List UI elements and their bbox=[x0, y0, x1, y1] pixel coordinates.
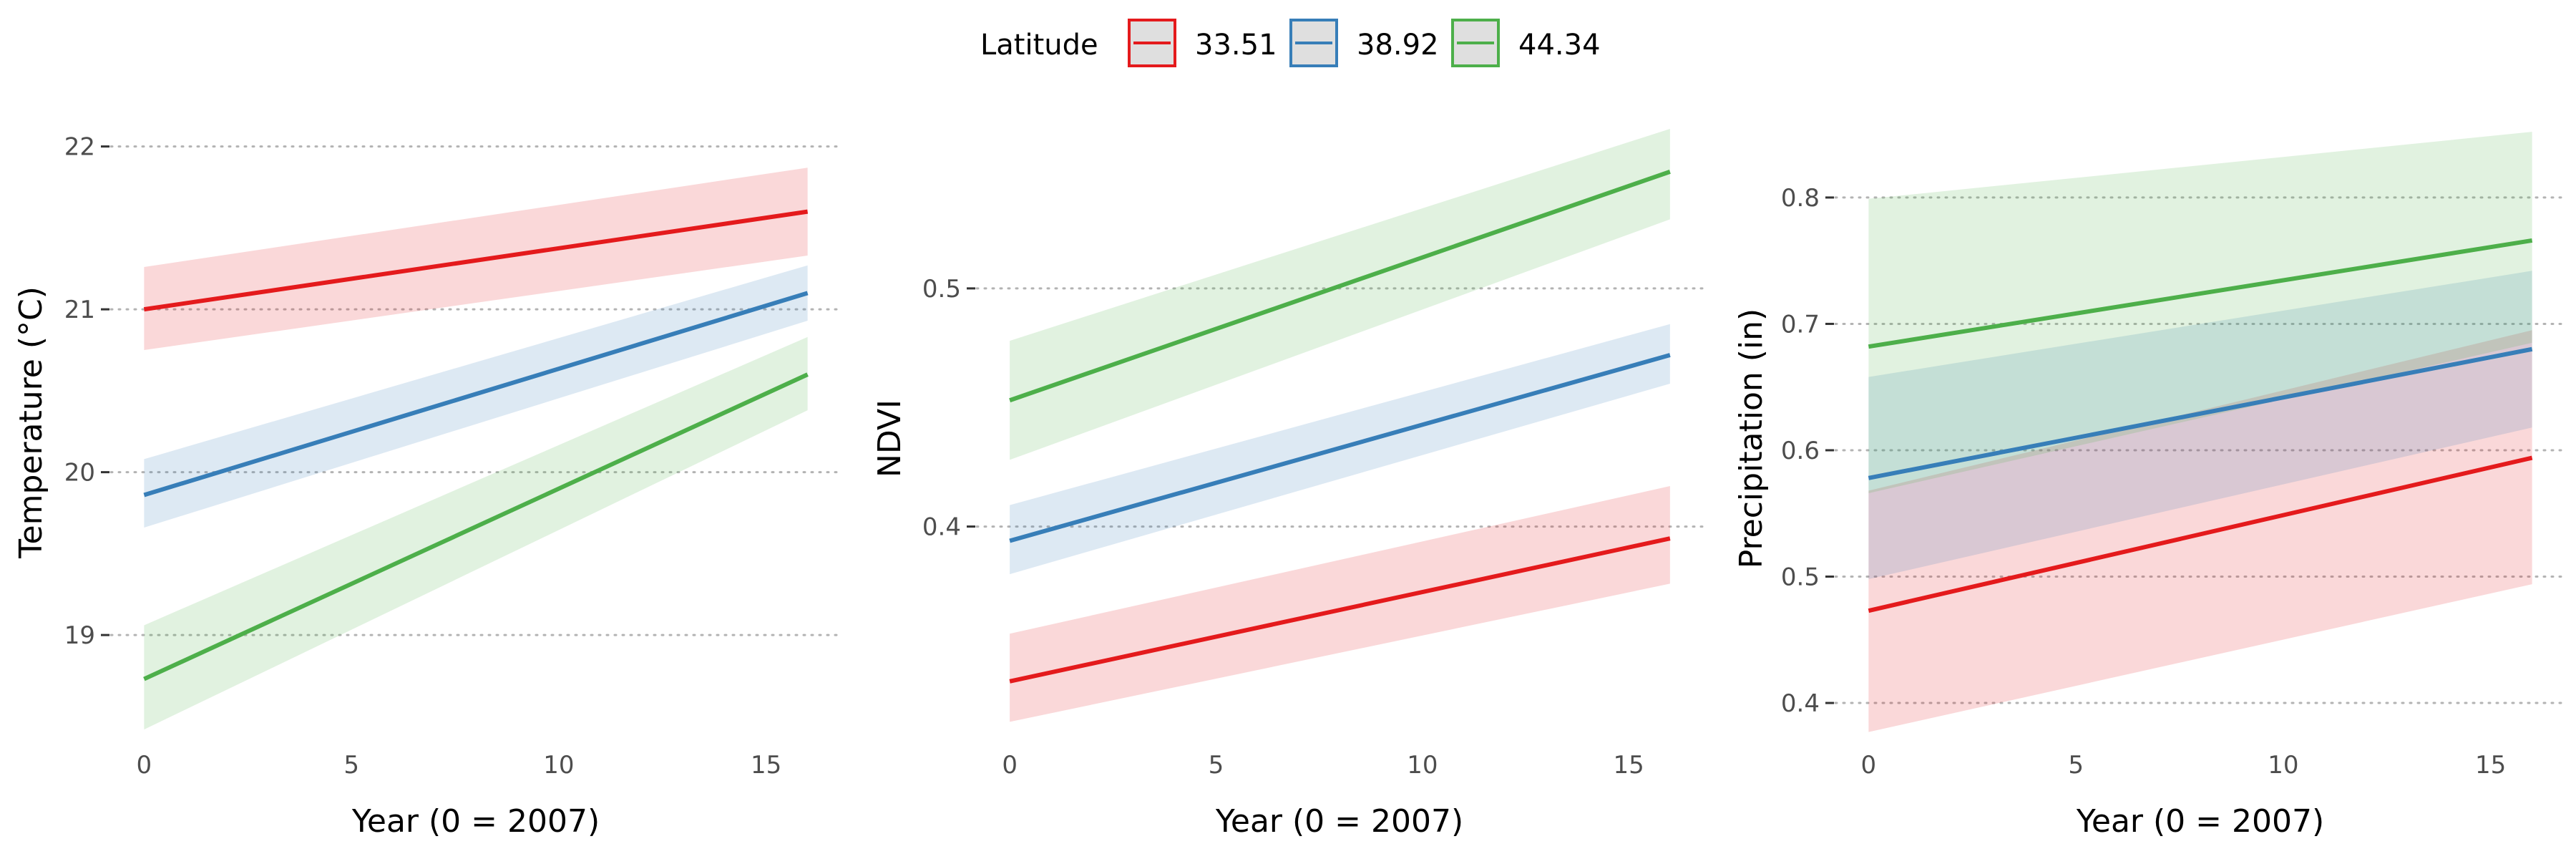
y-tick-label: 0.8 bbox=[1781, 184, 1820, 213]
x-tick-label: 0 bbox=[1861, 751, 1877, 780]
ribbon-38-92 bbox=[1868, 271, 2532, 580]
legend-label: 44.34 bbox=[1518, 29, 1601, 62]
x-tick-label: 10 bbox=[1407, 751, 1438, 780]
x-axis-title: Year (0 = 2007) bbox=[1215, 803, 1463, 840]
x-tick-label: 15 bbox=[2475, 751, 2506, 780]
y-tick-label: 20 bbox=[64, 459, 95, 487]
x-tick-label: 0 bbox=[1002, 751, 1018, 780]
x-axis-title: Year (0 = 2007) bbox=[2076, 803, 2324, 840]
y-tick-label: 0.5 bbox=[1781, 563, 1820, 592]
legend-item-38-92: 38.92 bbox=[1289, 19, 1439, 67]
legend-title: Latitude bbox=[980, 29, 1098, 62]
panel-precipitation: 0.4 0.5 0.6 0.7 0.8 0 5 10 15 Year (0 = 2007) Prec… bbox=[1733, 132, 2567, 840]
series-line-44-34 bbox=[143, 372, 809, 681]
legend-item-44-34: 44.34 bbox=[1451, 19, 1601, 67]
ribbon-33-51 bbox=[1010, 486, 1670, 722]
ribbon-44-34 bbox=[1868, 132, 2532, 494]
y-tick-label: 0.4 bbox=[922, 513, 961, 542]
ribbon-33-51 bbox=[1868, 330, 2532, 732]
chart-panels: 19 20 21 22 0 5 10 15 Year (0 = 2007) Temperature… bbox=[13, 128, 2567, 840]
y-tick-label: 22 bbox=[64, 133, 95, 162]
ribbon-44-34 bbox=[1010, 128, 1670, 460]
series-line-33-51 bbox=[143, 209, 809, 312]
series-line-38-92 bbox=[143, 291, 809, 498]
y-axis-title: NDVI bbox=[872, 399, 908, 477]
legend-item-33-51: 33.51 bbox=[1128, 19, 1277, 67]
ribbon-44-34 bbox=[144, 336, 808, 730]
series-line-38-92 bbox=[1009, 353, 1671, 543]
y-axis-title: Precipitation (in) bbox=[1733, 309, 1770, 568]
legend: Latitude 33.51 38.92 44.34 bbox=[980, 19, 1601, 67]
x-tick-label: 15 bbox=[751, 751, 781, 780]
series-line-44-34 bbox=[1868, 238, 2533, 349]
series-line-33-51 bbox=[1868, 455, 2533, 613]
x-tick-label: 5 bbox=[2068, 751, 2084, 780]
y-tick-label: 0.7 bbox=[1781, 310, 1820, 339]
y-tick-label: 19 bbox=[64, 621, 95, 650]
series-line-33-51 bbox=[1009, 536, 1671, 684]
x-tick-label: 10 bbox=[2268, 751, 2298, 780]
y-tick-label: 0.6 bbox=[1781, 437, 1820, 465]
series-line-44-34 bbox=[1009, 170, 1671, 403]
x-tick-label: 0 bbox=[137, 751, 152, 780]
y-tick-label: 0.4 bbox=[1781, 689, 1820, 718]
y-axis-title: Temperature (°C) bbox=[13, 286, 49, 559]
x-tick-label: 5 bbox=[343, 751, 359, 780]
x-tick-label: 10 bbox=[543, 751, 574, 780]
x-axis-title: Year (0 = 2007) bbox=[351, 803, 600, 840]
legend-label: 33.51 bbox=[1195, 29, 1277, 62]
y-tick-label: 0.5 bbox=[922, 275, 961, 304]
x-tick-label: 15 bbox=[1614, 751, 1644, 780]
legend-label: 38.92 bbox=[1357, 29, 1439, 62]
legend-keys: 33.51 38.92 44.34 bbox=[1128, 19, 1601, 67]
panel-temperature: 19 20 21 22 0 5 10 15 Year (0 = 2007) Temperature… bbox=[13, 133, 842, 840]
series-line-38-92 bbox=[1868, 346, 2533, 480]
y-tick-label: 21 bbox=[64, 296, 95, 324]
x-tick-label: 5 bbox=[1209, 751, 1224, 780]
panel-ndvi: 0.4 0.5 0 5 10 15 Year (0 = 2007) NDVI bbox=[872, 128, 1704, 840]
ribbon-38-92 bbox=[144, 265, 808, 528]
